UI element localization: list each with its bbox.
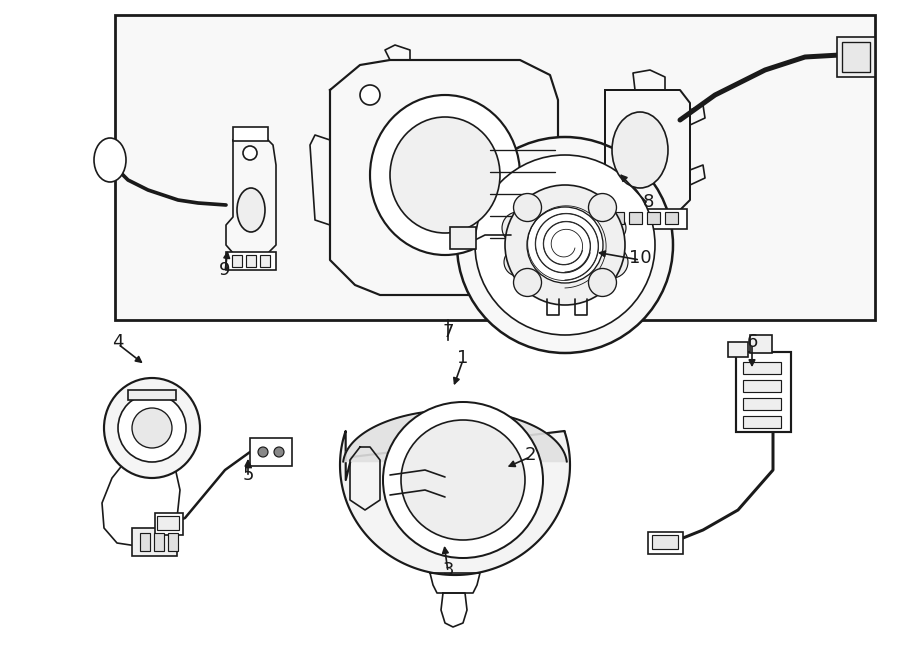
Text: 8: 8 [643, 193, 653, 211]
Text: 3: 3 [442, 561, 454, 579]
Ellipse shape [589, 268, 616, 297]
Ellipse shape [401, 420, 525, 540]
Ellipse shape [457, 137, 673, 353]
Ellipse shape [475, 155, 655, 335]
Bar [154, 533, 164, 551]
Ellipse shape [612, 112, 668, 188]
Bar [736, 352, 791, 432]
Bar [665, 212, 678, 224]
Bar [607, 209, 687, 229]
Polygon shape [340, 431, 570, 575]
Ellipse shape [512, 257, 528, 273]
Bar [842, 42, 870, 72]
Bar [232, 255, 242, 267]
Bar [629, 212, 642, 224]
Bar [743, 380, 781, 392]
Ellipse shape [505, 185, 625, 305]
Ellipse shape [598, 214, 626, 242]
Bar [743, 398, 781, 410]
Bar [246, 255, 256, 267]
Ellipse shape [132, 408, 172, 448]
Ellipse shape [118, 394, 186, 462]
Bar [743, 416, 781, 428]
Bar [450, 227, 476, 249]
Bar [728, 342, 748, 357]
Text: 6: 6 [746, 333, 758, 351]
Bar [140, 533, 150, 551]
Ellipse shape [360, 85, 380, 105]
Bar [132, 528, 177, 556]
Bar [233, 127, 268, 141]
Ellipse shape [94, 138, 126, 182]
Bar [837, 37, 875, 77]
Bar [157, 516, 179, 530]
Ellipse shape [383, 402, 543, 558]
Ellipse shape [237, 188, 265, 232]
Bar [611, 212, 624, 224]
Bar [652, 535, 678, 549]
Text: 7: 7 [442, 323, 454, 341]
Bar [128, 390, 176, 400]
Ellipse shape [596, 246, 628, 278]
Ellipse shape [502, 212, 534, 244]
Ellipse shape [104, 378, 200, 478]
Bar [648, 532, 683, 554]
Ellipse shape [589, 194, 616, 221]
Bar [155, 513, 183, 535]
Bar [250, 438, 292, 466]
Bar [260, 255, 270, 267]
Bar [743, 362, 781, 374]
Bar [750, 335, 772, 353]
Text: 2: 2 [524, 446, 536, 464]
Text: 9: 9 [220, 261, 230, 279]
Bar [226, 252, 276, 270]
Polygon shape [343, 410, 567, 461]
Ellipse shape [258, 447, 268, 457]
Ellipse shape [274, 447, 284, 457]
Ellipse shape [504, 248, 532, 276]
Ellipse shape [243, 146, 257, 160]
Ellipse shape [514, 194, 542, 221]
Text: 1: 1 [457, 349, 469, 367]
Text: 5: 5 [242, 466, 254, 484]
Ellipse shape [370, 95, 520, 255]
Bar [647, 212, 660, 224]
Bar [168, 533, 178, 551]
Ellipse shape [514, 268, 542, 297]
Text: 10: 10 [629, 249, 652, 267]
Ellipse shape [527, 207, 603, 283]
Text: 4: 4 [112, 333, 124, 351]
Bar [115, 15, 875, 320]
Ellipse shape [390, 117, 500, 233]
